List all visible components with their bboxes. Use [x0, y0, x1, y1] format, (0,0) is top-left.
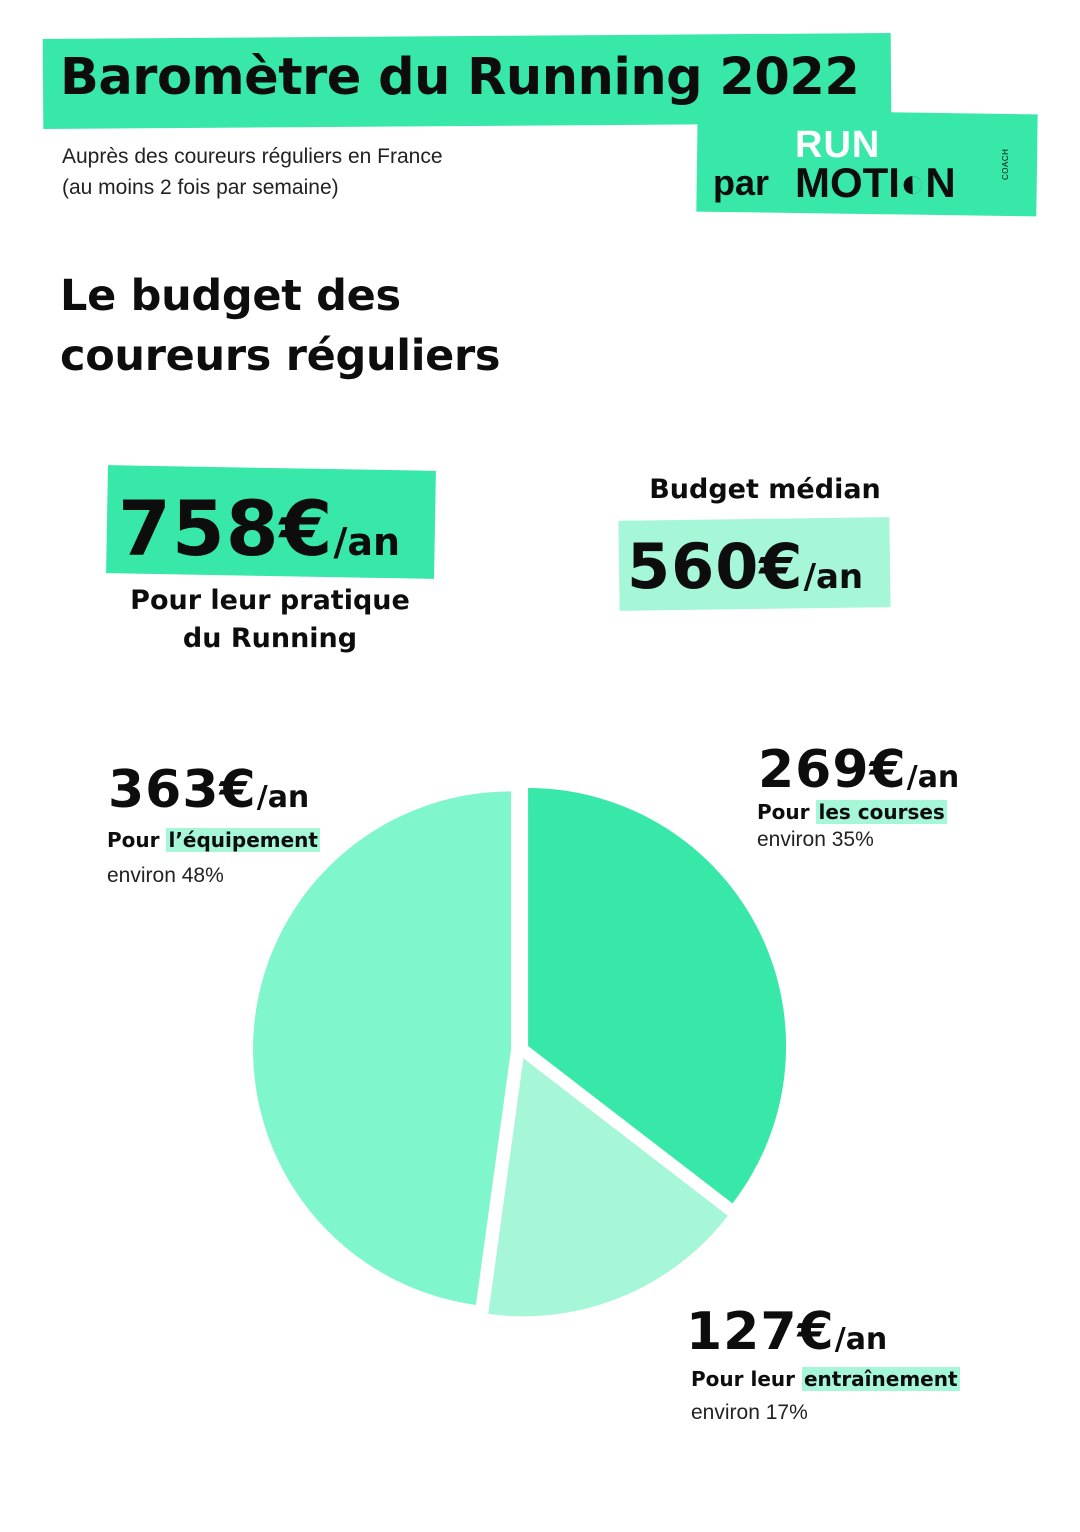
equipement-unit: /an: [256, 780, 310, 815]
logo-par-text: par: [713, 162, 770, 203]
median-budget-amount: 560€: [627, 530, 804, 603]
equipement-label: l’équipement: [166, 828, 320, 852]
entrainement-prefix: Pour leur: [691, 1367, 795, 1391]
total-caption-line-1: Pour leur pratique: [130, 585, 410, 616]
entrainement-amount: 127€: [686, 1302, 835, 1362]
subtitle-line-1: Auprès des coureurs réguliers en France: [62, 145, 443, 168]
section-title-line-2: coureurs réguliers: [60, 331, 501, 381]
pie-slice-courses: [528, 788, 787, 1204]
entrainement-description: Pour leur entraînement: [691, 1367, 960, 1391]
median-budget-unit: /an: [803, 557, 864, 597]
total-budget-amount: 758€: [118, 484, 334, 573]
entrainement-value: 127€/an: [686, 1302, 887, 1362]
page-subtitle: Auprès des coureurs réguliers en France …: [62, 141, 443, 203]
equipement-percent: environ 48%: [107, 864, 224, 887]
entrainement-unit: /an: [834, 1322, 888, 1357]
entrainement-label: entraînement: [801, 1367, 960, 1391]
logo-run-text: RUN: [795, 124, 881, 166]
section-title: Le budget des coureurs réguliers: [60, 266, 560, 386]
equipement-description: Pour l’équipement: [107, 828, 320, 852]
courses-unit: /an: [906, 760, 960, 795]
total-budget-unit: /an: [333, 520, 401, 564]
equipement-value: 363€/an: [108, 760, 309, 820]
courses-label: les courses: [816, 800, 947, 824]
page-title: Baromètre du Running 2022: [60, 48, 860, 107]
pie-slice-equipement: [253, 791, 512, 1305]
courses-description: Pour les courses: [757, 800, 947, 824]
subtitle-line-2: (au moins 2 fois par semaine): [62, 176, 339, 199]
equipement-amount: 363€: [108, 760, 257, 820]
section-title-line-1: Le budget des: [60, 271, 401, 321]
pie-slice-entrainement: [488, 1058, 728, 1317]
total-budget-caption: Pour leur pratique du Running: [110, 582, 430, 658]
courses-value: 269€/an: [758, 740, 959, 800]
courses-amount: 269€: [758, 740, 907, 800]
entrainement-percent: environ 17%: [691, 1401, 808, 1424]
equipement-prefix: Pour: [107, 828, 160, 852]
median-budget-label: Budget médian: [649, 474, 881, 505]
median-budget-value: 560€/an: [627, 530, 863, 603]
courses-prefix: Pour: [757, 800, 810, 824]
logo-motion-text: MOTI◐N: [795, 159, 956, 206]
courses-percent: environ 35%: [757, 828, 874, 851]
total-budget-value: 758€/an: [118, 484, 400, 573]
total-caption-line-2: du Running: [182, 623, 358, 654]
